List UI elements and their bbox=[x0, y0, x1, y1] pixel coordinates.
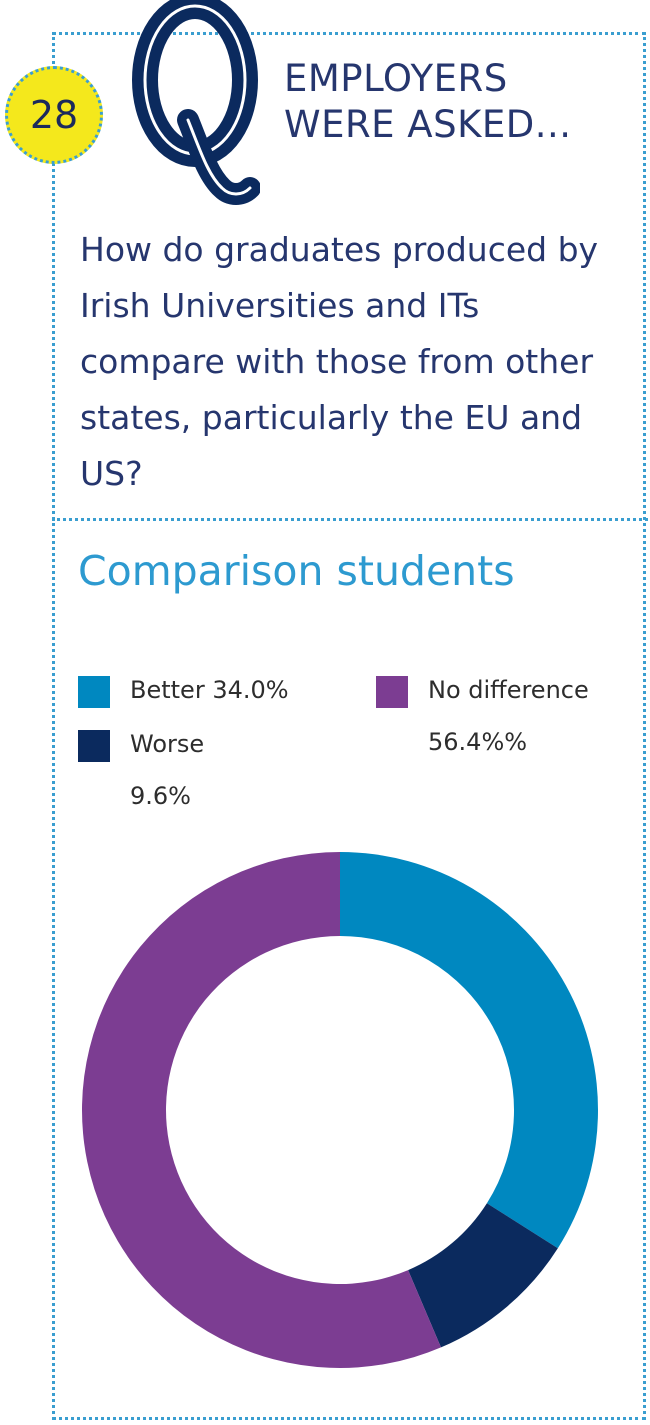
legend-value-no-difference: 56.4%% bbox=[428, 728, 528, 756]
question-number-badge: 28 bbox=[5, 66, 103, 164]
donut-slice-no-difference bbox=[82, 852, 441, 1368]
question-text: How do graduates produced by Irish Unive… bbox=[80, 230, 599, 493]
legend-swatch-worse bbox=[78, 730, 110, 762]
donut-slice-better bbox=[340, 852, 598, 1249]
legend-item-no-difference: No difference 56.4%% bbox=[376, 674, 589, 768]
donut-chart bbox=[82, 852, 598, 1368]
question-number: 28 bbox=[29, 93, 79, 137]
legend-value-worse: 9.6% bbox=[130, 782, 191, 810]
legend-item-better: Better 34.0% bbox=[78, 674, 289, 716]
legend-swatch-no-difference bbox=[376, 676, 408, 708]
legend-label-better: Better 34.0% bbox=[130, 676, 289, 704]
header-line-1: EMPLOYERS bbox=[284, 57, 508, 100]
legend-label-worse: Worse bbox=[130, 730, 205, 758]
legend-item-worse: Worse 9.6% bbox=[78, 728, 204, 822]
question-card-border bbox=[52, 32, 646, 1420]
header-text: EMPLOYERS WERE ASKED... bbox=[284, 56, 624, 148]
legend-swatch-better bbox=[78, 676, 110, 708]
chart-title: Comparison students bbox=[78, 547, 515, 595]
section-divider bbox=[52, 518, 648, 521]
donut-slice-worse bbox=[408, 1203, 558, 1348]
header-line-2: WERE ASKED... bbox=[284, 103, 572, 146]
q-letter-icon bbox=[132, 0, 260, 205]
legend-label-no-difference: No difference bbox=[428, 676, 589, 704]
